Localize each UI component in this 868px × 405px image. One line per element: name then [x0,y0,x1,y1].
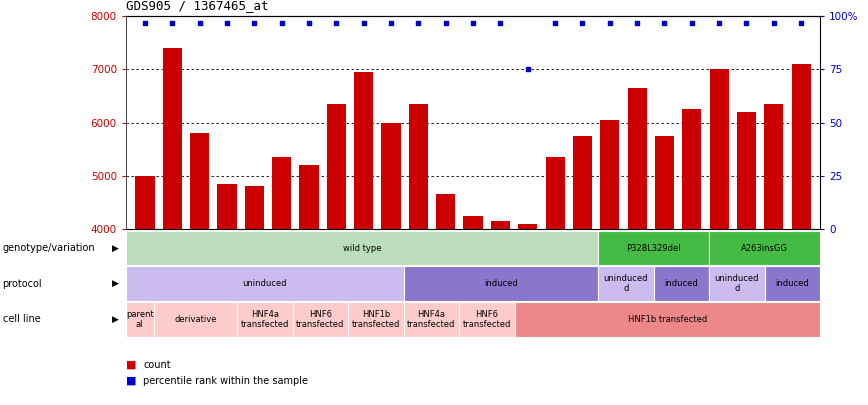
Bar [764,104,783,405]
Bar [163,48,182,405]
Point [138,19,152,26]
Text: percentile rank within the sample: percentile rank within the sample [143,376,308,386]
Bar [598,231,709,265]
Text: ▶: ▶ [112,243,119,253]
Text: induced: induced [776,279,809,288]
Bar [293,302,348,337]
Bar [326,104,346,405]
Bar [190,133,209,405]
Bar [545,157,565,405]
Bar [598,266,654,301]
Point [275,19,289,26]
Point [712,19,726,26]
Point [740,19,753,26]
Text: HNF4a
transfected: HNF4a transfected [407,310,456,329]
Point [794,19,808,26]
Bar [126,302,154,337]
Point [220,19,234,26]
Bar [573,136,592,405]
Bar [299,165,319,405]
Point [630,19,644,26]
Point [193,19,207,26]
Point [357,19,371,26]
Bar [628,88,647,405]
Text: GDS905 / 1367465_at: GDS905 / 1367465_at [126,0,268,12]
Point [247,19,261,26]
Text: wild type: wild type [343,243,381,253]
Bar [765,266,820,301]
Bar [792,64,811,405]
Bar [654,136,674,405]
Point [330,19,344,26]
Bar [218,183,237,405]
Bar [515,302,820,337]
Text: HNF1b
transfected: HNF1b transfected [352,310,400,329]
Bar [237,302,293,337]
Point [385,19,398,26]
Bar [245,186,264,405]
Text: genotype/variation: genotype/variation [3,243,95,253]
Point [575,19,589,26]
Bar [348,302,404,337]
Bar [464,215,483,405]
Point [166,19,180,26]
Bar [404,302,459,337]
Bar [135,176,155,405]
Bar [654,266,709,301]
Point [411,19,425,26]
Bar [409,104,428,405]
Point [657,19,671,26]
Bar [490,221,510,405]
Text: ■: ■ [126,360,136,370]
Bar [518,224,537,405]
Bar [459,302,515,337]
Bar [709,266,765,301]
Bar [273,157,292,405]
Bar [126,231,598,265]
Text: P328L329del: P328L329del [627,243,681,253]
Bar [381,122,401,405]
Bar [404,266,598,301]
Text: uninduced
d: uninduced d [714,274,760,293]
Text: uninduced
d: uninduced d [603,274,648,293]
Bar [737,112,756,405]
Text: cell line: cell line [3,314,40,324]
Bar [709,69,728,405]
Bar [436,194,456,405]
Text: uninduced: uninduced [242,279,287,288]
Point [685,19,699,26]
Point [302,19,316,26]
Point [466,19,480,26]
Text: HNF6
transfected: HNF6 transfected [463,310,511,329]
Point [766,19,780,26]
Text: derivative: derivative [174,315,216,324]
Text: HNF6
transfected: HNF6 transfected [296,310,345,329]
Bar [354,72,373,405]
Text: protocol: protocol [3,279,43,289]
Bar [682,109,701,405]
Text: HNF4a
transfected: HNF4a transfected [240,310,289,329]
Text: induced: induced [665,279,698,288]
Point [602,19,616,26]
Text: ▶: ▶ [112,315,119,324]
Text: ■: ■ [126,376,136,386]
Point [521,66,535,72]
Text: count: count [143,360,171,370]
Point [439,19,453,26]
Bar [154,302,237,337]
Point [548,19,562,26]
Text: A263insGG: A263insGG [741,243,788,253]
Text: parent
al: parent al [126,310,154,329]
Bar [126,266,404,301]
Text: HNF1b transfected: HNF1b transfected [628,315,707,324]
Text: ▶: ▶ [112,279,119,288]
Bar [709,231,820,265]
Text: induced: induced [484,279,517,288]
Point [493,19,507,26]
Bar [600,120,620,405]
